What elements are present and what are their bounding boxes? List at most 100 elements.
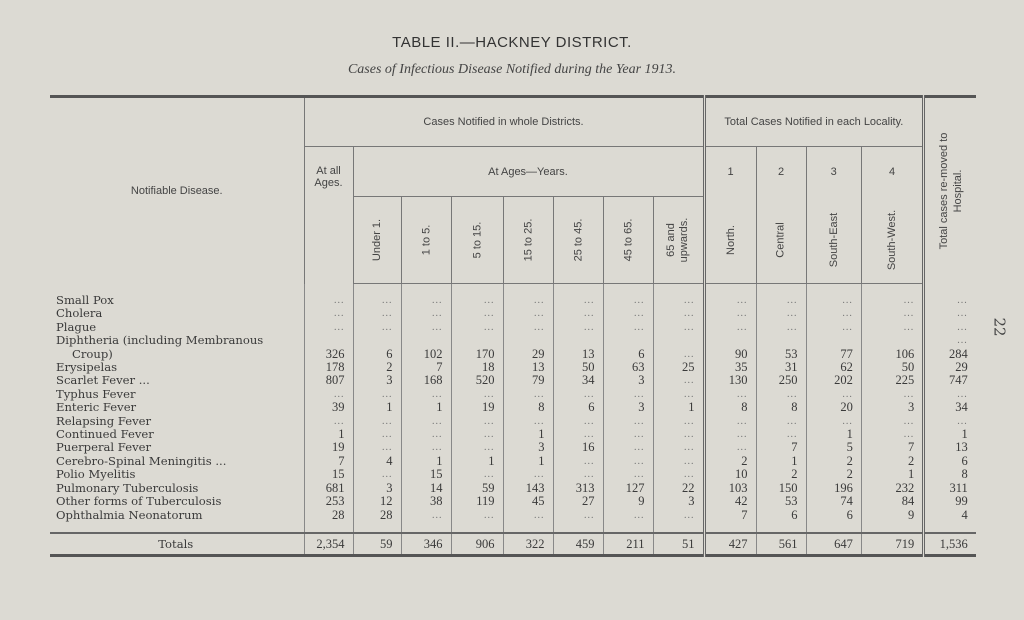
cell-value: 211	[602, 531, 653, 557]
disease-label: Pulmonary Tuberculosis	[56, 481, 199, 495]
cell-value: 747	[922, 374, 976, 388]
locality-number-3: 3	[805, 146, 862, 197]
cell-value: 3	[502, 441, 553, 455]
cell-value: ...	[602, 508, 653, 522]
cell-value: ...	[303, 320, 353, 335]
header-age-15-25: 15 to 25.	[502, 196, 553, 284]
cell-value: ...	[860, 320, 924, 335]
header-age-5-15: 5 to 15.	[450, 196, 503, 284]
cell-value: 15	[400, 468, 451, 482]
spacer-cell	[860, 521, 924, 533]
cell-value: 28	[352, 508, 401, 522]
cell-value: ...	[400, 441, 451, 455]
cell-value: 1	[400, 454, 451, 469]
spacer-cell	[755, 521, 806, 533]
disease-label: Typhus Fever	[56, 387, 136, 401]
table-row: Polio Myelitis 15... 15............... 10 2 2…	[50, 468, 976, 482]
cell-value: 6	[552, 401, 603, 415]
cell-value: ...	[652, 307, 704, 321]
cell-value: 34	[552, 374, 603, 388]
cell-value: 8	[502, 401, 553, 415]
spacer-cell	[303, 521, 353, 533]
cell-value: ...	[922, 307, 976, 321]
cell-value	[602, 334, 653, 348]
cell-value: 7	[303, 454, 353, 469]
cell-value: 106	[860, 347, 924, 362]
cell-value: 2	[755, 468, 806, 482]
cell-value: 326	[303, 347, 353, 362]
cell-value: ...	[652, 468, 704, 482]
page-number: 22	[990, 317, 1009, 337]
spacer-cell	[805, 283, 862, 294]
locality-label: North.	[724, 224, 737, 255]
cell-value: 3	[352, 374, 401, 388]
cell-value: ...	[755, 414, 806, 429]
cell-value: 62	[805, 361, 862, 375]
cell-value: 681	[303, 481, 353, 496]
cell-value: 2	[805, 454, 862, 469]
cell-value: ...	[652, 414, 704, 429]
disease-table: Notifiable Disease. Cases Notified in wh…	[50, 95, 976, 557]
cell-value: 143	[502, 481, 553, 496]
cell-value: 13	[502, 361, 553, 375]
cell-value: ...	[652, 347, 704, 362]
cell-value: ...	[702, 294, 756, 308]
age-label: Under 1.	[370, 218, 383, 262]
cell-value: 427	[702, 531, 756, 557]
cell-value: 322	[502, 531, 553, 557]
header-age-under-1: Under 1.	[352, 196, 401, 284]
locality-label: Central	[775, 222, 787, 258]
cell-value: ...	[805, 414, 862, 429]
header-all-ages: At all Ages.	[303, 146, 353, 284]
spacer-cell	[400, 283, 451, 294]
cell-value: ...	[400, 294, 451, 308]
cell-value: ...	[352, 294, 401, 308]
cell-value: 284	[922, 347, 976, 362]
cell-value: 25	[652, 361, 704, 375]
cell-value: ...	[805, 294, 862, 308]
cell-value: ...	[400, 508, 451, 522]
cell-value: 99	[922, 495, 976, 509]
cell-value: 59	[450, 481, 503, 496]
cell-value: ...	[602, 307, 653, 321]
cell-value: 2	[860, 454, 924, 469]
cell-value: 42	[702, 495, 756, 509]
spacer-row	[50, 283, 976, 295]
cell-value: 74	[805, 495, 862, 509]
table-row: Croup) 326 6 102 170 29 13 6... 90 53 77 106 284	[50, 347, 976, 362]
spacer-cell	[50, 284, 304, 295]
header-age-45-65: 45 to 65.	[602, 196, 653, 284]
table-row: Enteric Fever 39 1 1 19 8 6 3 1 8 8 20 3 34	[50, 401, 976, 415]
cell-value: ...	[450, 428, 503, 442]
table-subtitle: Cases of Infectious Disease Notified dur…	[347, 62, 677, 77]
age-label: 1 to 5.	[419, 224, 432, 256]
cell-value: ...	[400, 414, 451, 429]
spacer-cell	[450, 521, 503, 533]
cell-value: 168	[400, 374, 451, 388]
header-locality: Total Cases Notified in each Locality.	[702, 95, 924, 147]
age-label: 15 to 25.	[521, 218, 534, 262]
spacer-cell	[50, 522, 304, 533]
table-row: Plague..................................…	[50, 320, 976, 335]
cell-value: ...	[352, 387, 401, 402]
disease-label: Cholera	[56, 307, 103, 321]
cell-value: 225	[860, 374, 924, 388]
cell-value	[303, 334, 353, 348]
cell-value: 1	[860, 468, 924, 482]
cell-value: ...	[303, 294, 353, 308]
spacer-cell	[702, 521, 756, 533]
header-at-ages: At Ages—Years.	[352, 146, 704, 197]
cell-value: ...	[652, 428, 704, 442]
cell-value: 45	[502, 495, 553, 509]
disease-label: Croup)	[72, 347, 113, 361]
cell-value: 6	[755, 508, 806, 522]
cell-value: ...	[450, 441, 503, 455]
cell-value: 16	[552, 441, 603, 455]
cell-value: 77	[805, 347, 862, 362]
table-row: Ophthalmia Neonatorum 28 28...............…	[50, 508, 976, 522]
cell-value: ...	[400, 387, 451, 402]
cell-value: ...	[552, 428, 603, 442]
cell-value: ...	[860, 428, 924, 442]
cell-value: ...	[922, 320, 976, 335]
cell-value: 27	[552, 495, 603, 509]
